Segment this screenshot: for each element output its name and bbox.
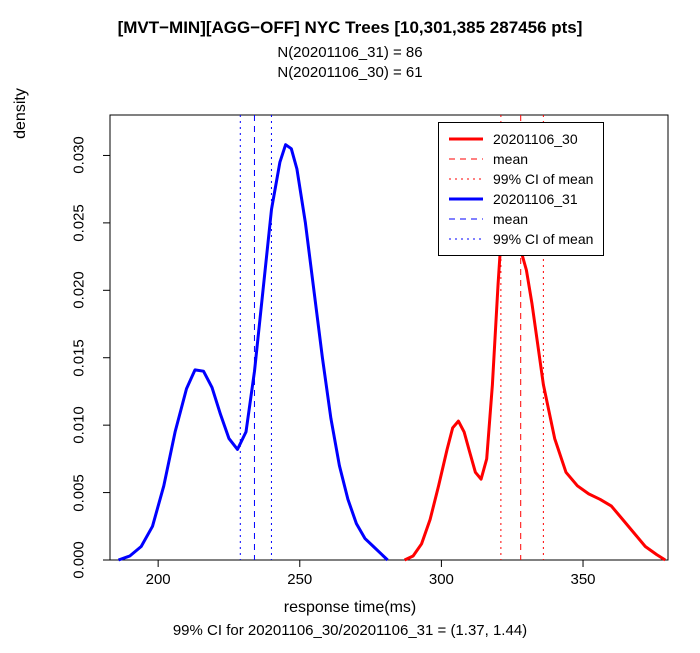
y-tick-label: 0.020: [71, 272, 88, 310]
y-tick-label: 0.000: [71, 541, 88, 579]
legend-label: 20201106_30: [493, 131, 578, 147]
legend-label: 99% CI of mean: [493, 171, 593, 187]
x-tick-label: 300: [429, 571, 454, 588]
y-tick-label: 0.010: [71, 406, 88, 444]
density-chart: [MVT−MIN][AGG−OFF] NYC Trees [10,301,385…: [0, 0, 700, 653]
legend-item: 99% CI of mean: [447, 229, 593, 249]
x-tick-label: 350: [571, 571, 596, 588]
legend-item: mean: [447, 149, 593, 169]
y-tick-label: 0.025: [71, 204, 88, 242]
legend-item: mean: [447, 209, 593, 229]
legend-label: mean: [493, 211, 528, 227]
legend: 20201106_30mean 99% CI of mean 20201106_31…: [438, 122, 604, 256]
legend-swatch: [447, 169, 485, 189]
plot-svg: [0, 0, 700, 653]
y-tick-label: 0.015: [71, 339, 88, 377]
legend-item: 99% CI of mean: [447, 169, 593, 189]
legend-swatch: [447, 129, 485, 149]
legend-swatch: [447, 189, 485, 209]
legend-swatch: [447, 209, 485, 229]
legend-swatch: [447, 149, 485, 169]
y-tick-label: 0.030: [71, 137, 88, 175]
legend-label: mean: [493, 151, 528, 167]
legend-swatch: [447, 229, 485, 249]
x-tick-label: 200: [146, 571, 171, 588]
legend-label: 20201106_31: [493, 191, 578, 207]
y-tick-label: 0.005: [71, 474, 88, 512]
legend-item: 20201106_31: [447, 189, 593, 209]
x-tick-label: 250: [287, 571, 312, 588]
legend-label: 99% CI of mean: [493, 231, 593, 247]
legend-item: 20201106_30: [447, 129, 593, 149]
